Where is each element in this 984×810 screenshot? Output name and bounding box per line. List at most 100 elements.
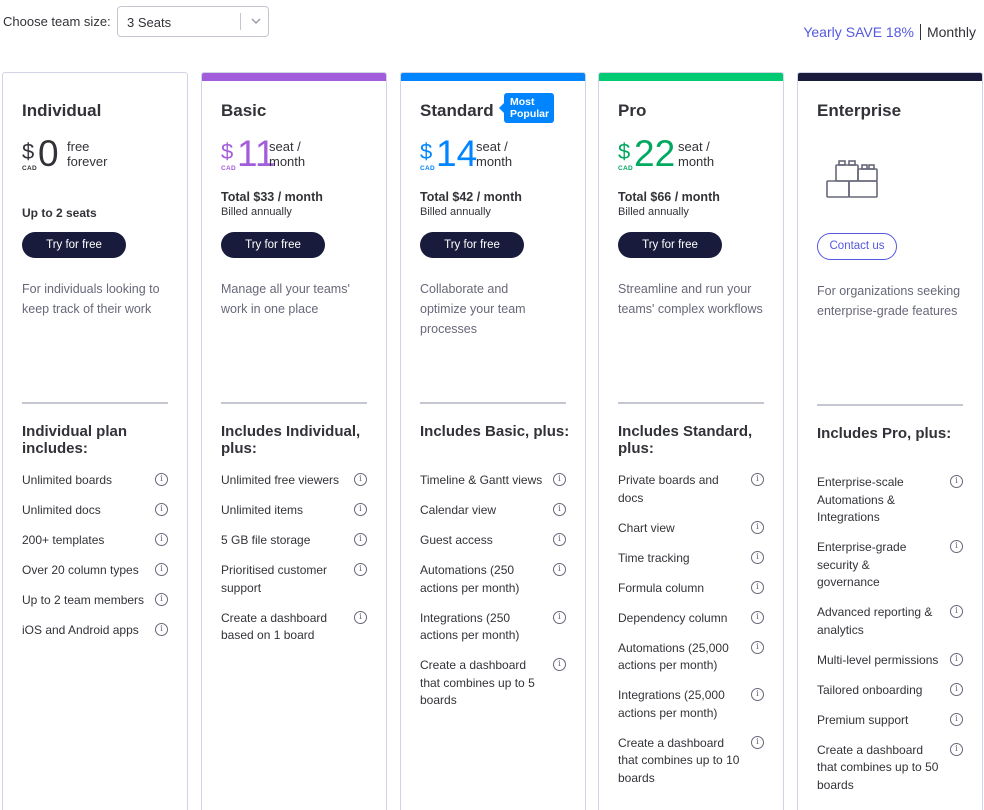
info-icon[interactable]: i xyxy=(553,473,566,486)
plan-description: Manage all your teams' work in one place xyxy=(221,282,350,316)
info-icon[interactable]: i xyxy=(354,563,367,576)
info-icon[interactable]: i xyxy=(553,563,566,576)
info-icon[interactable]: i xyxy=(553,503,566,516)
includes-title: Includes Pro, plus: xyxy=(817,425,952,442)
try-for-free-button[interactable]: Try for free xyxy=(22,232,126,258)
feature-label: Automations (250 actions per month) xyxy=(420,563,520,595)
feature-list: Private boards and docs i Chart view i Tim… xyxy=(618,472,764,800)
plan-card-standard: Standard Most Popular $ CAD 14 seat / mon… xyxy=(400,72,586,810)
info-icon[interactable]: i xyxy=(751,610,764,624)
feature-item: Unlimited free viewers i xyxy=(221,472,367,490)
feature-item: Automations (250 actions per month) i xyxy=(420,562,566,597)
feature-item: Premium support i xyxy=(817,712,963,730)
info-icon[interactable]: i xyxy=(155,593,168,606)
try-for-free-button[interactable]: Try for free xyxy=(420,232,524,258)
info-icon[interactable]: i xyxy=(354,610,367,624)
price-period: seat / month xyxy=(678,139,714,169)
billing-yearly-option[interactable]: Yearly xyxy=(803,24,842,40)
info-icon[interactable]: i xyxy=(751,550,764,564)
info-icon[interactable]: i xyxy=(950,652,963,666)
feature-item: Create a dashboard that combines up to 1… xyxy=(618,735,764,788)
contact-us-button[interactable]: Contact us xyxy=(817,233,897,260)
info-icon[interactable]: i xyxy=(950,475,963,488)
plan-name: Enterprise xyxy=(817,101,902,120)
info-icon[interactable]: i xyxy=(354,503,367,516)
price-currency: $ xyxy=(221,139,234,164)
info-icon[interactable]: i xyxy=(950,682,963,696)
billing-monthly-option[interactable]: Monthly xyxy=(926,24,976,40)
info-icon[interactable]: i xyxy=(354,533,367,546)
feature-item: Up to 2 team members i xyxy=(22,592,168,610)
info-icon[interactable]: i xyxy=(950,540,963,553)
billing-divider xyxy=(919,24,921,40)
billed-note: Billed annually xyxy=(618,206,689,218)
info-icon[interactable]: i xyxy=(155,503,168,516)
billed-note: Billed annually xyxy=(420,206,491,218)
feature-label: Integrations (25,000 actions per month) xyxy=(618,688,725,720)
plan-card-basic: Basic $ CAD 11 seat / month Total $33 / m… xyxy=(201,72,387,810)
info-icon[interactable]: i xyxy=(950,712,963,726)
info-icon[interactable]: i xyxy=(950,742,963,756)
plan-color-strip xyxy=(401,73,585,81)
info-icon[interactable]: i xyxy=(751,473,764,486)
plan-card-enterprise: Enterprise Contact us For organizations … xyxy=(797,72,983,810)
plan-description: For organizations seeking enterprise-gra… xyxy=(817,284,961,318)
price-amount: 11 xyxy=(237,133,276,174)
info-icon[interactable]: i xyxy=(553,658,566,671)
feature-item: Unlimited boards i xyxy=(22,472,168,490)
price-cad: CAD xyxy=(618,165,633,172)
feature-label: Unlimited boards xyxy=(22,473,113,487)
feature-label: Automations (25,000 actions per month) xyxy=(618,640,729,673)
plan-color-strip xyxy=(798,73,982,81)
info-icon[interactable]: i xyxy=(950,605,963,618)
info-icon[interactable]: i xyxy=(155,473,168,486)
info-icon[interactable]: i xyxy=(751,580,764,594)
feature-label: Calendar view xyxy=(420,503,497,517)
price-period-line2: forever xyxy=(67,154,108,169)
feature-item: 200+ templates i xyxy=(22,532,168,550)
feature-label: Create a dashboard that combines up to 5… xyxy=(817,742,939,792)
billing-save-badge: SAVE 18% xyxy=(845,24,914,40)
price-currency: $ xyxy=(618,139,631,164)
feature-item: Time tracking i xyxy=(618,550,764,568)
info-icon[interactable]: i xyxy=(553,610,566,624)
price-period-line2: month xyxy=(476,154,513,169)
try-for-free-button[interactable]: Try for free xyxy=(618,232,722,258)
info-icon[interactable]: i xyxy=(553,533,566,546)
feature-item: 5 GB file storage i xyxy=(221,532,367,550)
try-for-free-button[interactable]: Try for free xyxy=(221,232,325,258)
feature-label: Integrations (250 actions per month) xyxy=(420,610,520,643)
select-separator xyxy=(240,13,241,30)
feature-item: Over 20 column types i xyxy=(22,562,168,580)
price-period-line2: month xyxy=(269,154,306,169)
price-amount: 14 xyxy=(436,133,478,174)
total-price: Total $33 / month xyxy=(221,190,323,204)
info-icon[interactable]: i xyxy=(751,735,764,749)
info-icon[interactable]: i xyxy=(751,640,764,654)
feature-item: Timeline & Gantt views i xyxy=(420,472,566,490)
info-icon[interactable]: i xyxy=(155,623,168,636)
feature-label: Create a dashboard that combines up to 1… xyxy=(618,735,740,785)
chevron-down-icon xyxy=(251,18,261,24)
team-size-select[interactable]: 3 Seats xyxy=(117,6,269,37)
divider xyxy=(817,404,963,406)
feature-label: Advanced reporting & analytics xyxy=(817,605,933,637)
info-icon[interactable]: i xyxy=(155,563,168,576)
feature-item: Multi-level permissions i xyxy=(817,652,963,670)
feature-label: Unlimited items xyxy=(221,503,304,517)
price-period-line1: seat / xyxy=(269,139,301,154)
price-cad: CAD xyxy=(22,165,37,172)
plan-name: Pro xyxy=(618,101,647,120)
info-icon[interactable]: i xyxy=(751,520,764,534)
feature-list: Unlimited free viewers i Unlimited items i… xyxy=(221,472,367,657)
feature-label: Enterprise-scale Automations & Integrati… xyxy=(817,475,904,524)
plan-color-strip xyxy=(202,73,386,81)
feature-label: 5 GB file storage xyxy=(221,533,311,547)
info-icon[interactable]: i xyxy=(751,688,764,701)
feature-list: Enterprise-scale Automations & Integrati… xyxy=(817,474,963,807)
feature-label: Time tracking xyxy=(618,550,690,565)
price-amount: 22 xyxy=(634,133,676,174)
billed-note: Billed annually xyxy=(221,206,292,218)
info-icon[interactable]: i xyxy=(155,533,168,546)
info-icon[interactable]: i xyxy=(354,473,367,486)
